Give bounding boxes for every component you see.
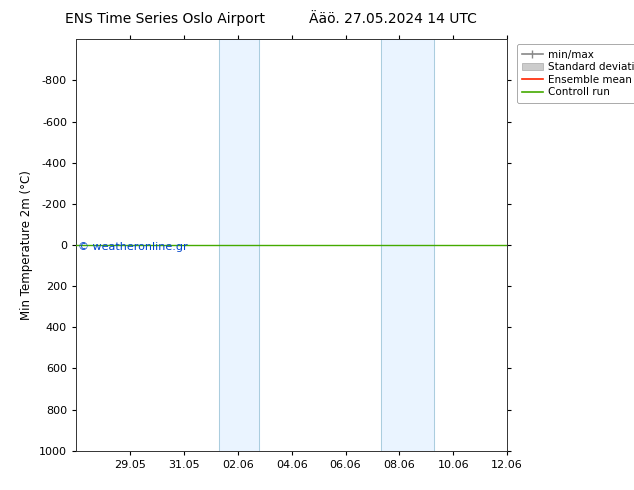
Legend: min/max, Standard deviation, Ensemble mean run, Controll run: min/max, Standard deviation, Ensemble me… [517,45,634,102]
Text: Ääö. 27.05.2024 14 UTC: Ääö. 27.05.2024 14 UTC [309,12,477,26]
Y-axis label: Min Temperature 2m (°C): Min Temperature 2m (°C) [20,170,34,320]
Text: ENS Time Series Oslo Airport: ENS Time Series Oslo Airport [65,12,265,26]
Bar [219,39,259,451]
Bar [380,39,434,451]
Text: © weatheronline.gr: © weatheronline.gr [78,242,188,252]
